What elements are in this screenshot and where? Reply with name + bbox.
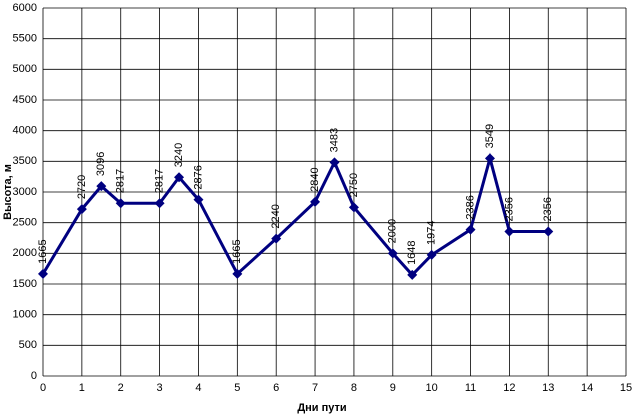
point-marker xyxy=(115,198,126,209)
point-marker xyxy=(348,202,359,213)
data-label: 2750 xyxy=(348,173,360,197)
y-tick-label: 4500 xyxy=(13,94,37,106)
x-tick-label: 14 xyxy=(581,382,593,394)
y-tick-label: 4000 xyxy=(13,125,37,137)
point-marker xyxy=(232,268,243,279)
y-tick-label: 3000 xyxy=(13,186,37,198)
x-tick-label: 15 xyxy=(620,382,632,394)
y-tick-label: 3500 xyxy=(13,155,37,167)
y-tick-label: 1500 xyxy=(13,278,37,290)
x-tick-label: 10 xyxy=(426,382,438,394)
data-label: 3483 xyxy=(328,128,340,152)
data-label: 2817 xyxy=(154,169,166,193)
data-label: 1665 xyxy=(37,239,49,263)
x-tick-label: 2 xyxy=(118,382,124,394)
x-tick-label: 8 xyxy=(351,382,357,394)
point-marker xyxy=(76,204,87,215)
point-marker xyxy=(484,153,495,164)
point-marker xyxy=(38,268,48,279)
data-label: 2720 xyxy=(76,175,88,199)
data-label: 2840 xyxy=(309,167,321,191)
data-label: 1665 xyxy=(231,239,243,263)
x-axis-title: Дни пути xyxy=(297,402,346,414)
point-marker xyxy=(193,194,204,205)
y-tick-label: 2500 xyxy=(13,217,37,229)
point-marker xyxy=(96,181,107,192)
x-tick-label: 4 xyxy=(195,382,201,394)
x-tick-label: 11 xyxy=(465,382,476,394)
x-tick-label: 1 xyxy=(79,382,85,394)
data-label: 3096 xyxy=(95,152,107,176)
point-marker xyxy=(387,248,398,259)
point-marker xyxy=(426,249,437,260)
x-tick-label: 3 xyxy=(157,382,163,394)
y-tick-label: 0 xyxy=(31,370,37,382)
data-label: 2000 xyxy=(387,219,399,243)
data-label: 2386 xyxy=(464,195,476,219)
point-marker xyxy=(465,224,476,235)
point-marker xyxy=(407,269,418,280)
y-tick-label: 2000 xyxy=(13,247,37,259)
point-marker xyxy=(174,172,185,183)
x-tick-label: 13 xyxy=(542,382,554,394)
point-marker xyxy=(329,157,340,168)
data-label: 2240 xyxy=(270,204,282,228)
y-tick-label: 5000 xyxy=(13,63,37,75)
point-marker xyxy=(271,233,282,244)
data-label: 2876 xyxy=(192,165,204,189)
data-label: 2356 xyxy=(542,197,554,221)
point-marker xyxy=(543,226,554,237)
point-marker xyxy=(154,198,165,209)
x-tick-label: 5 xyxy=(234,382,240,394)
x-tick-label: 7 xyxy=(312,382,318,394)
data-label: 3549 xyxy=(484,124,496,148)
y-tick-label: 6000 xyxy=(13,2,37,14)
data-label: 2817 xyxy=(115,169,127,193)
point-marker xyxy=(504,226,515,237)
y-tick-label: 1000 xyxy=(13,309,37,321)
data-label: 1648 xyxy=(406,240,418,264)
data-label: 1974 xyxy=(426,220,438,244)
point-marker xyxy=(310,196,321,207)
y-tick-label: 500 xyxy=(19,339,37,351)
x-tick-label: 0 xyxy=(40,382,46,394)
x-tick-label: 12 xyxy=(503,382,515,394)
x-tick-label: 6 xyxy=(273,382,279,394)
data-label: 3240 xyxy=(173,143,185,167)
y-tick-label: 5500 xyxy=(13,33,37,45)
y-axis-title: Высота, м xyxy=(2,164,14,220)
data-label: 2356 xyxy=(503,197,515,221)
x-tick-label: 9 xyxy=(390,382,396,394)
